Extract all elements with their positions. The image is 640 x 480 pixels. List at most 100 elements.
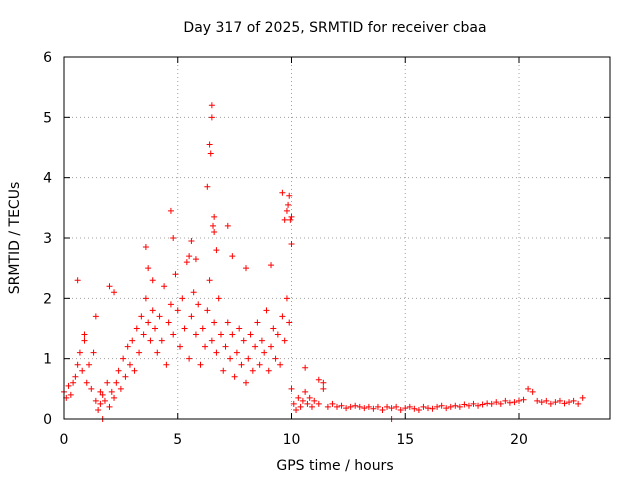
data-point (140, 331, 147, 338)
data-point (72, 373, 79, 380)
data-point (222, 343, 229, 350)
data-point (488, 400, 495, 407)
data-point (406, 403, 413, 410)
y-tick-label: 3 (43, 231, 52, 247)
data-point (552, 399, 559, 406)
data-point (227, 355, 234, 362)
data-point (324, 403, 331, 410)
data-point (268, 262, 275, 269)
data-point (197, 361, 204, 368)
data-point (329, 400, 336, 407)
data-point (566, 399, 573, 406)
data-point (236, 325, 243, 332)
data-point (283, 207, 290, 214)
data-point (452, 402, 459, 409)
data-point (220, 367, 227, 374)
data-point (320, 379, 327, 386)
data-point (211, 213, 218, 220)
data-point (493, 399, 500, 406)
data-point (484, 400, 491, 407)
data-point (115, 367, 122, 374)
data-point (277, 361, 284, 368)
data-point (229, 331, 236, 338)
data-point (243, 265, 249, 272)
data-point (511, 399, 518, 406)
y-tick-label: 1 (43, 352, 52, 368)
data-point (570, 397, 577, 404)
data-point (186, 355, 193, 362)
data-point (124, 343, 131, 350)
data-point (279, 313, 286, 320)
data-point (347, 403, 354, 410)
data-point (434, 403, 441, 410)
data-point (556, 397, 563, 404)
data-point (88, 385, 95, 392)
x-tick-label: 5 (173, 432, 182, 448)
data-point (456, 403, 463, 410)
grid-lines (64, 57, 610, 419)
data-point (402, 405, 409, 412)
data-point (229, 253, 236, 260)
data-point (199, 325, 206, 332)
data-point (188, 313, 195, 320)
x-tick-label: 0 (60, 432, 69, 448)
data-point (213, 349, 220, 356)
data-point (311, 397, 318, 404)
data-point (272, 355, 279, 362)
data-point (136, 349, 143, 356)
data-point (154, 349, 161, 356)
data-point (99, 391, 106, 398)
data-point (334, 403, 340, 410)
data-point (76, 349, 83, 356)
data-point (126, 361, 133, 368)
data-point (147, 337, 154, 344)
data-point (106, 283, 113, 290)
data-point (249, 367, 256, 374)
data-point (420, 403, 427, 410)
data-point (502, 397, 509, 404)
data-point (479, 401, 486, 408)
data-point (86, 361, 93, 368)
data-point (83, 379, 90, 386)
data-point (165, 319, 172, 326)
data-point (543, 397, 550, 404)
data-point (111, 394, 118, 401)
data-point (217, 331, 224, 338)
data-point (370, 405, 377, 412)
data-point (79, 367, 86, 374)
data-point (202, 343, 209, 350)
data-point (167, 207, 174, 214)
data-point (281, 216, 288, 223)
data-point (261, 349, 268, 356)
data-point (290, 400, 297, 407)
data-point (302, 388, 309, 395)
data-point (287, 216, 294, 223)
data-point (306, 394, 313, 401)
data-point (117, 385, 124, 392)
y-tick-label: 5 (43, 110, 52, 126)
data-point (149, 307, 156, 314)
data-point (108, 388, 115, 395)
data-point (575, 400, 582, 407)
data-point (65, 382, 72, 389)
y-tick-label: 4 (43, 171, 52, 187)
data-point (547, 400, 554, 407)
data-point (506, 399, 513, 406)
data-point (529, 388, 536, 395)
data-point (283, 295, 290, 302)
data-point (206, 141, 213, 148)
data-point (238, 361, 245, 368)
data-point (104, 379, 111, 386)
data-point (158, 337, 165, 344)
data-point (186, 253, 193, 260)
data-point (438, 402, 445, 409)
data-point (288, 241, 295, 248)
data-point (447, 403, 454, 410)
data-point (343, 405, 350, 412)
data-point (204, 307, 211, 314)
data-point (361, 405, 368, 412)
data-point (183, 259, 190, 266)
data-point (163, 361, 170, 368)
data-point (465, 402, 472, 409)
